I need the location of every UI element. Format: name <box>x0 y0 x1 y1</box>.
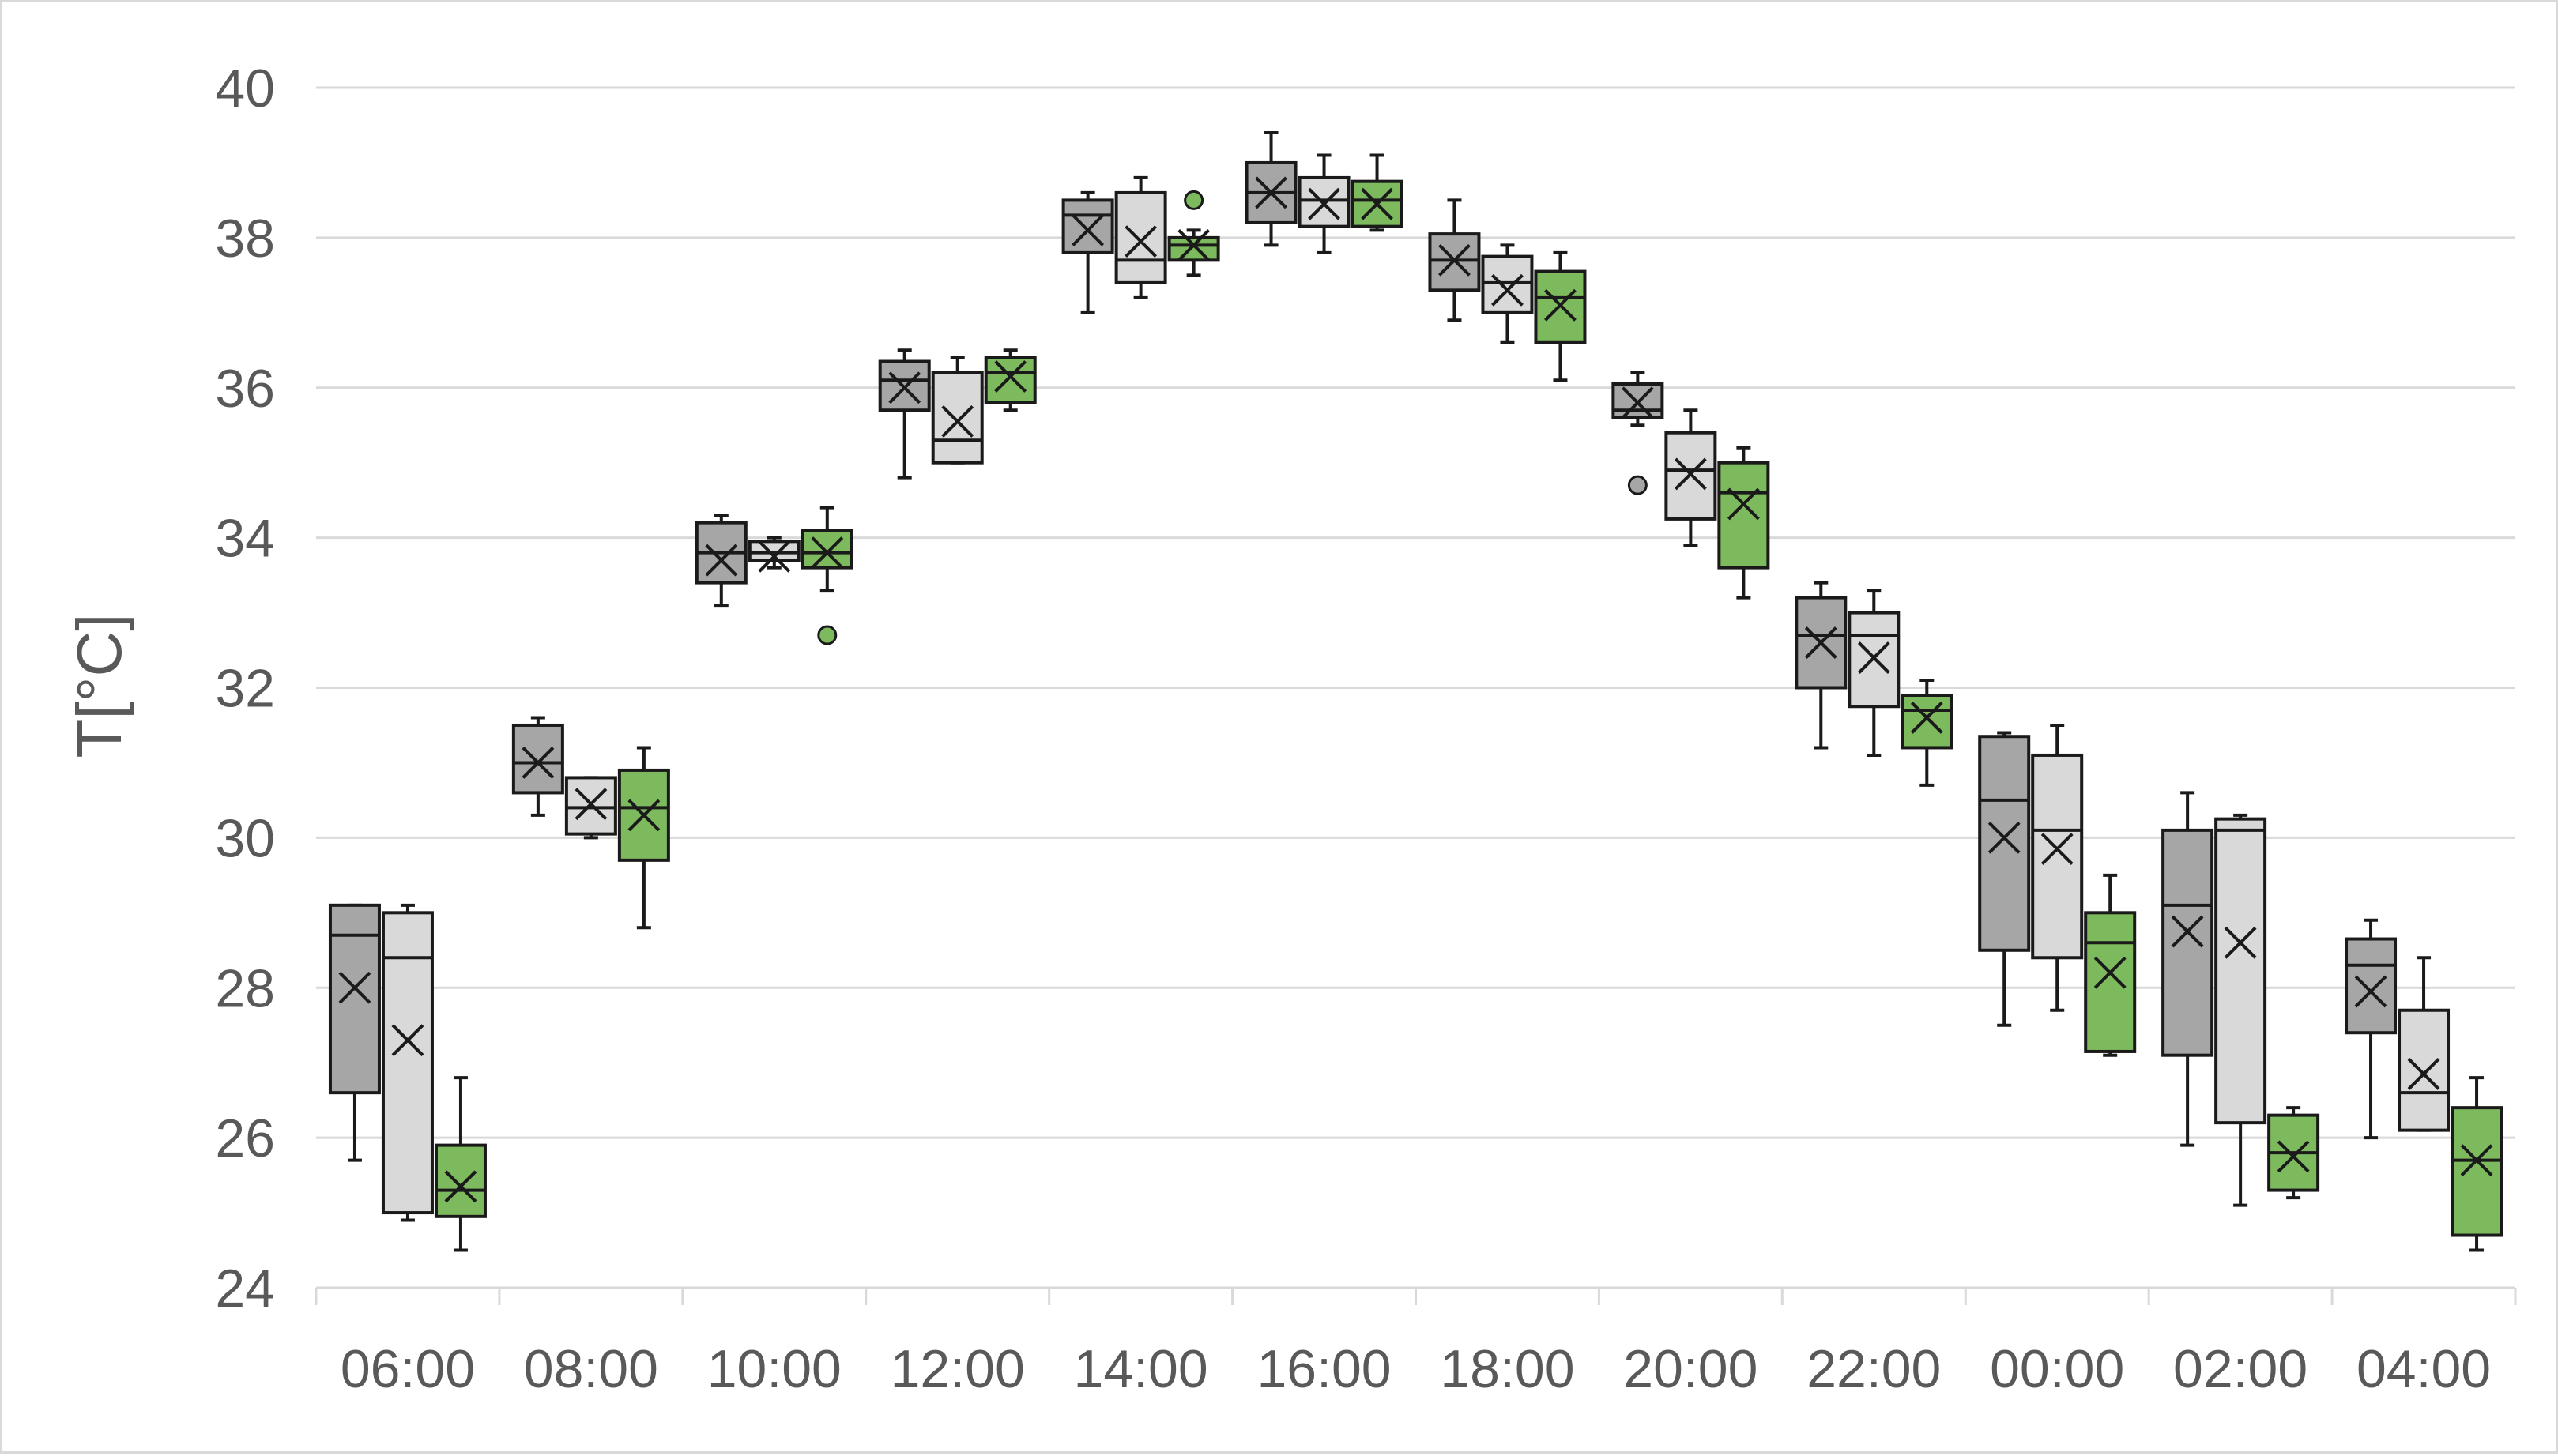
box-body <box>2345 937 2398 1035</box>
y-tick-label: 30 <box>215 808 275 868</box>
box-mean-marker <box>994 360 1027 393</box>
x-tick-label: 18:00 <box>1440 1339 1574 1399</box>
box-body <box>2161 828 2214 1057</box>
box-mean-marker <box>1308 187 1340 220</box>
box-mean-marker <box>1910 702 1943 734</box>
box-mean-marker <box>1857 641 1890 674</box>
box-mean-marker <box>2407 1058 2440 1090</box>
x-tick-label: 12:00 <box>891 1339 1025 1399</box>
x-tick-label: 04:00 <box>2356 1339 2491 1399</box>
box-mean-marker <box>1621 386 1654 419</box>
y-tick-label: 28 <box>215 958 275 1018</box>
box-mean-marker <box>888 371 921 404</box>
x-tick-label: 02:00 <box>2173 1339 2307 1399</box>
box-mean-marker <box>811 536 844 570</box>
box-mean-marker <box>2224 926 2257 959</box>
box-body <box>2398 1008 2451 1132</box>
box-mean-marker <box>1255 176 1287 209</box>
box-body <box>801 529 853 570</box>
box-mean-marker <box>444 1170 477 1203</box>
box-mean-marker <box>1125 225 1158 258</box>
x-tick-label: 00:00 <box>1990 1339 2124 1399</box>
box-mean-marker <box>2093 956 2127 989</box>
box-body <box>511 723 564 795</box>
y-tick-label: 26 <box>215 1108 275 1168</box>
box-body <box>1428 232 1481 292</box>
box-mean-marker <box>575 788 608 821</box>
box-mean-marker <box>1438 243 1471 277</box>
x-tick-label: 22:00 <box>1806 1339 1941 1399</box>
y-tick-label: 40 <box>215 58 275 119</box>
box-body <box>1298 175 1351 228</box>
box-body <box>1901 693 1953 750</box>
box-body <box>1061 198 1114 254</box>
box-mean-marker <box>2460 1144 2493 1177</box>
box-mean-marker <box>522 747 555 779</box>
box-mean-marker <box>2040 833 2074 866</box>
box-body <box>381 911 434 1215</box>
box-body <box>1167 235 1220 262</box>
box-mean-marker <box>1491 273 1524 307</box>
y-tick-label: 38 <box>215 209 275 269</box>
box-body <box>2031 753 2084 960</box>
y-tick-label: 32 <box>215 659 275 719</box>
x-tick-label: 08:00 <box>524 1339 658 1399</box>
box-mean-marker <box>391 1024 424 1057</box>
box-mean-marker <box>2277 1140 2310 1173</box>
box-mean-marker <box>705 544 738 577</box>
y-axis-title: T[°C] <box>64 613 134 758</box>
box-mean-marker <box>1544 288 1577 322</box>
grid-layer <box>316 86 2515 1289</box>
y-tick-label: 24 <box>215 1258 275 1319</box>
box-mean-marker <box>1072 213 1105 246</box>
box-mean-marker <box>1674 457 1707 491</box>
box-mean-marker <box>338 971 371 1004</box>
box-mean-marker <box>941 405 974 438</box>
box-body <box>434 1143 487 1218</box>
box-outlier <box>1627 475 1648 495</box>
box-body <box>1481 254 1534 314</box>
box-outlier <box>817 625 838 645</box>
box-body <box>2084 911 2137 1053</box>
box-mean-marker <box>1987 821 2021 854</box>
box-outlier <box>1184 190 1204 210</box>
box-mean-marker <box>1177 228 1211 261</box>
box-mean-marker <box>1804 626 1837 659</box>
label-layer: T[°C] 24 26 28 30 32 34 36 38 40 06:00 08:00 10:00 1… <box>64 58 2491 1399</box>
box-body <box>2451 1106 2503 1237</box>
y-tick-label: 36 <box>215 359 275 419</box>
box-mean-marker <box>1727 487 1760 521</box>
box-body <box>1114 190 1167 284</box>
x-tick-label: 06:00 <box>341 1339 475 1399</box>
box-body <box>1717 461 1770 570</box>
box-mean-marker <box>1361 187 1393 220</box>
box-body <box>984 356 1037 404</box>
y-tick-label: 34 <box>215 509 275 569</box>
box-mean-marker <box>2354 975 2387 1008</box>
x-tick-label: 16:00 <box>1256 1339 1391 1399</box>
x-tick-label: 10:00 <box>707 1339 842 1399</box>
box-body <box>328 903 381 1095</box>
box-mean-marker <box>758 540 791 573</box>
x-tick-label: 14:00 <box>1074 1339 1208 1399</box>
box-body <box>1978 735 2031 952</box>
axis-layer <box>315 1288 2517 1305</box>
x-tick-label: 20:00 <box>1623 1339 1757 1399</box>
box-mean-marker <box>627 799 661 832</box>
box-body <box>2214 817 2267 1125</box>
box-layer <box>328 130 2503 1252</box>
box-mean-marker <box>2171 915 2204 948</box>
box-body <box>931 371 984 465</box>
